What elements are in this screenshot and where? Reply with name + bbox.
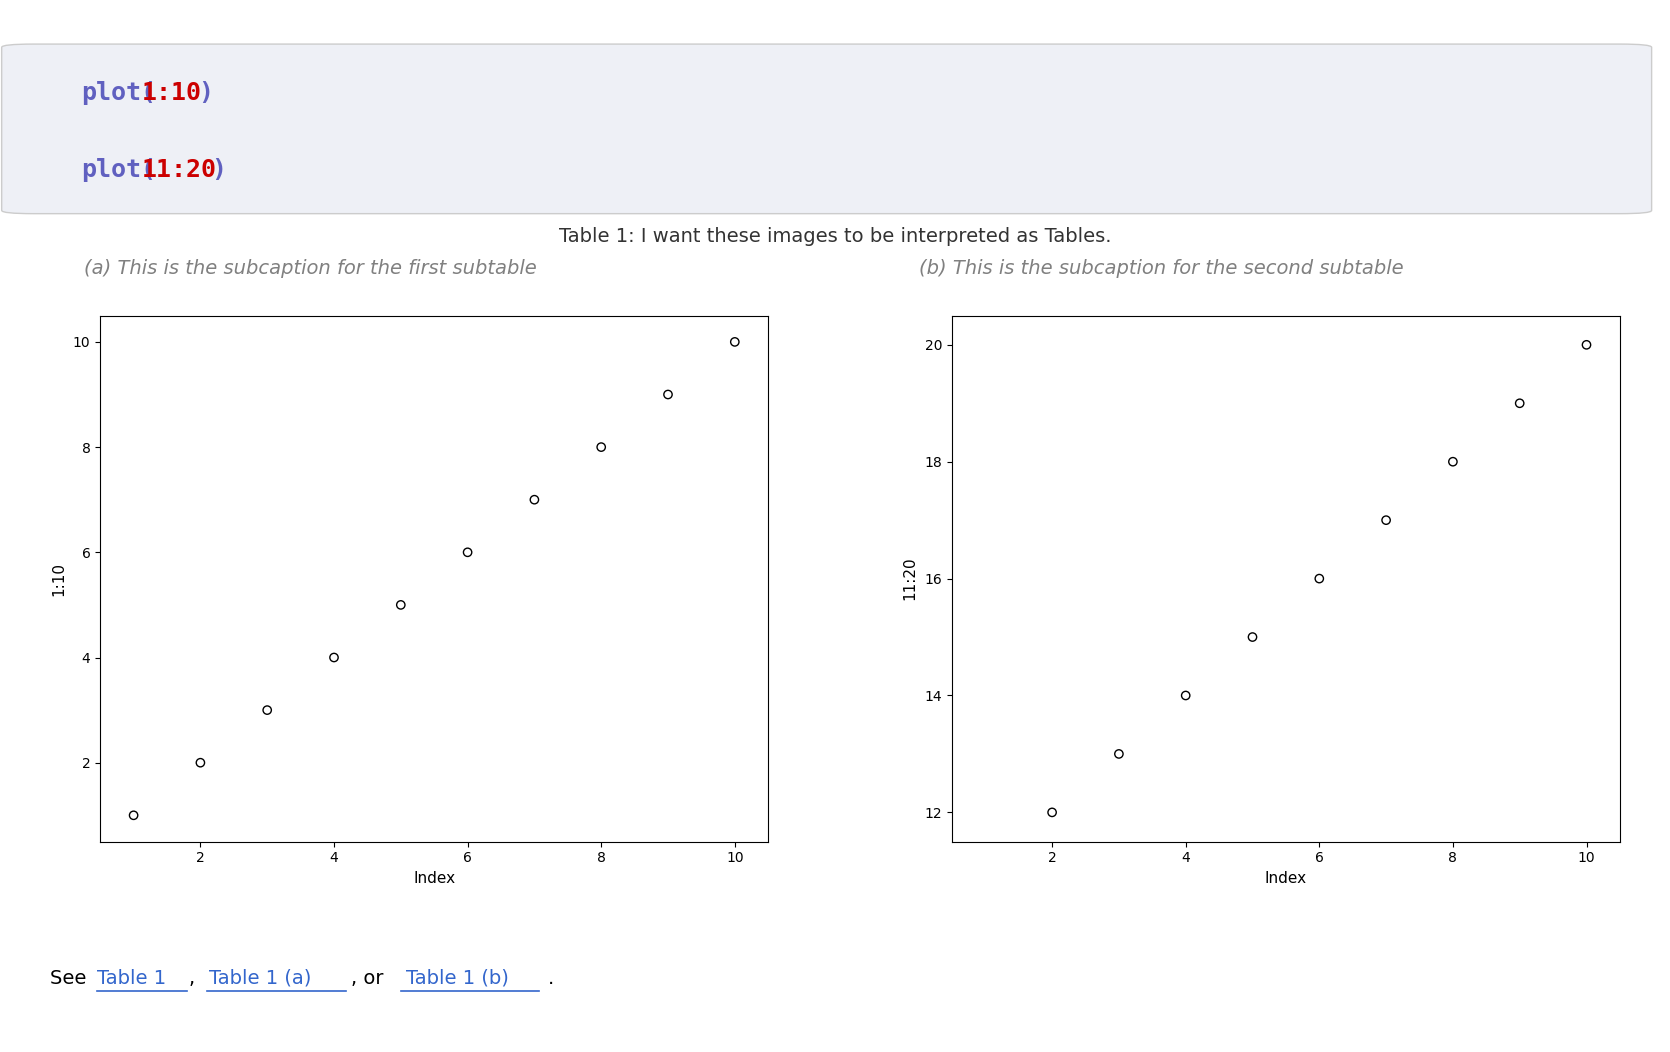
Point — [454, 544, 481, 561]
Point — [1039, 804, 1065, 821]
Text: See: See — [50, 969, 94, 988]
Point — [321, 649, 347, 666]
Text: ,: , — [189, 969, 200, 988]
Text: plot(: plot( — [80, 81, 155, 105]
Point — [254, 702, 281, 719]
FancyBboxPatch shape — [2, 44, 1652, 214]
X-axis label: Index: Index — [412, 871, 456, 886]
Text: ): ) — [199, 81, 214, 105]
Point — [972, 863, 999, 879]
Text: Table 1: Table 1 — [97, 969, 165, 988]
Text: Table 1 (a): Table 1 (a) — [209, 969, 311, 988]
Point — [1506, 394, 1533, 411]
Text: 1:10: 1:10 — [142, 81, 202, 105]
Point — [588, 439, 615, 456]
Point — [721, 333, 748, 350]
Text: plot(: plot( — [80, 158, 155, 182]
Y-axis label: 11:20: 11:20 — [902, 557, 917, 601]
Point — [1440, 453, 1466, 470]
X-axis label: Index: Index — [1264, 871, 1308, 886]
Text: Table 1 (b): Table 1 (b) — [406, 969, 509, 988]
Text: (b) This is the subcaption for the second subtable: (b) This is the subcaption for the secon… — [919, 259, 1403, 278]
Point — [1172, 687, 1199, 704]
Point — [120, 807, 147, 824]
Text: .: . — [548, 969, 554, 988]
Text: Table 1: I want these images to be interpreted as Tables.: Table 1: I want these images to be inter… — [559, 227, 1111, 246]
Point — [1373, 511, 1399, 528]
Point — [1239, 629, 1266, 646]
Text: 11:20: 11:20 — [142, 158, 217, 182]
Point — [521, 491, 548, 508]
Y-axis label: 1:10: 1:10 — [50, 562, 65, 595]
Point — [1306, 570, 1333, 587]
Text: ): ) — [210, 158, 225, 182]
Point — [1573, 337, 1600, 353]
Point — [187, 754, 214, 771]
Point — [387, 596, 414, 613]
Text: (a) This is the subcaption for the first subtable: (a) This is the subcaption for the first… — [84, 259, 536, 278]
Point — [655, 386, 681, 403]
Point — [1106, 746, 1132, 763]
Text: , or: , or — [351, 969, 389, 988]
